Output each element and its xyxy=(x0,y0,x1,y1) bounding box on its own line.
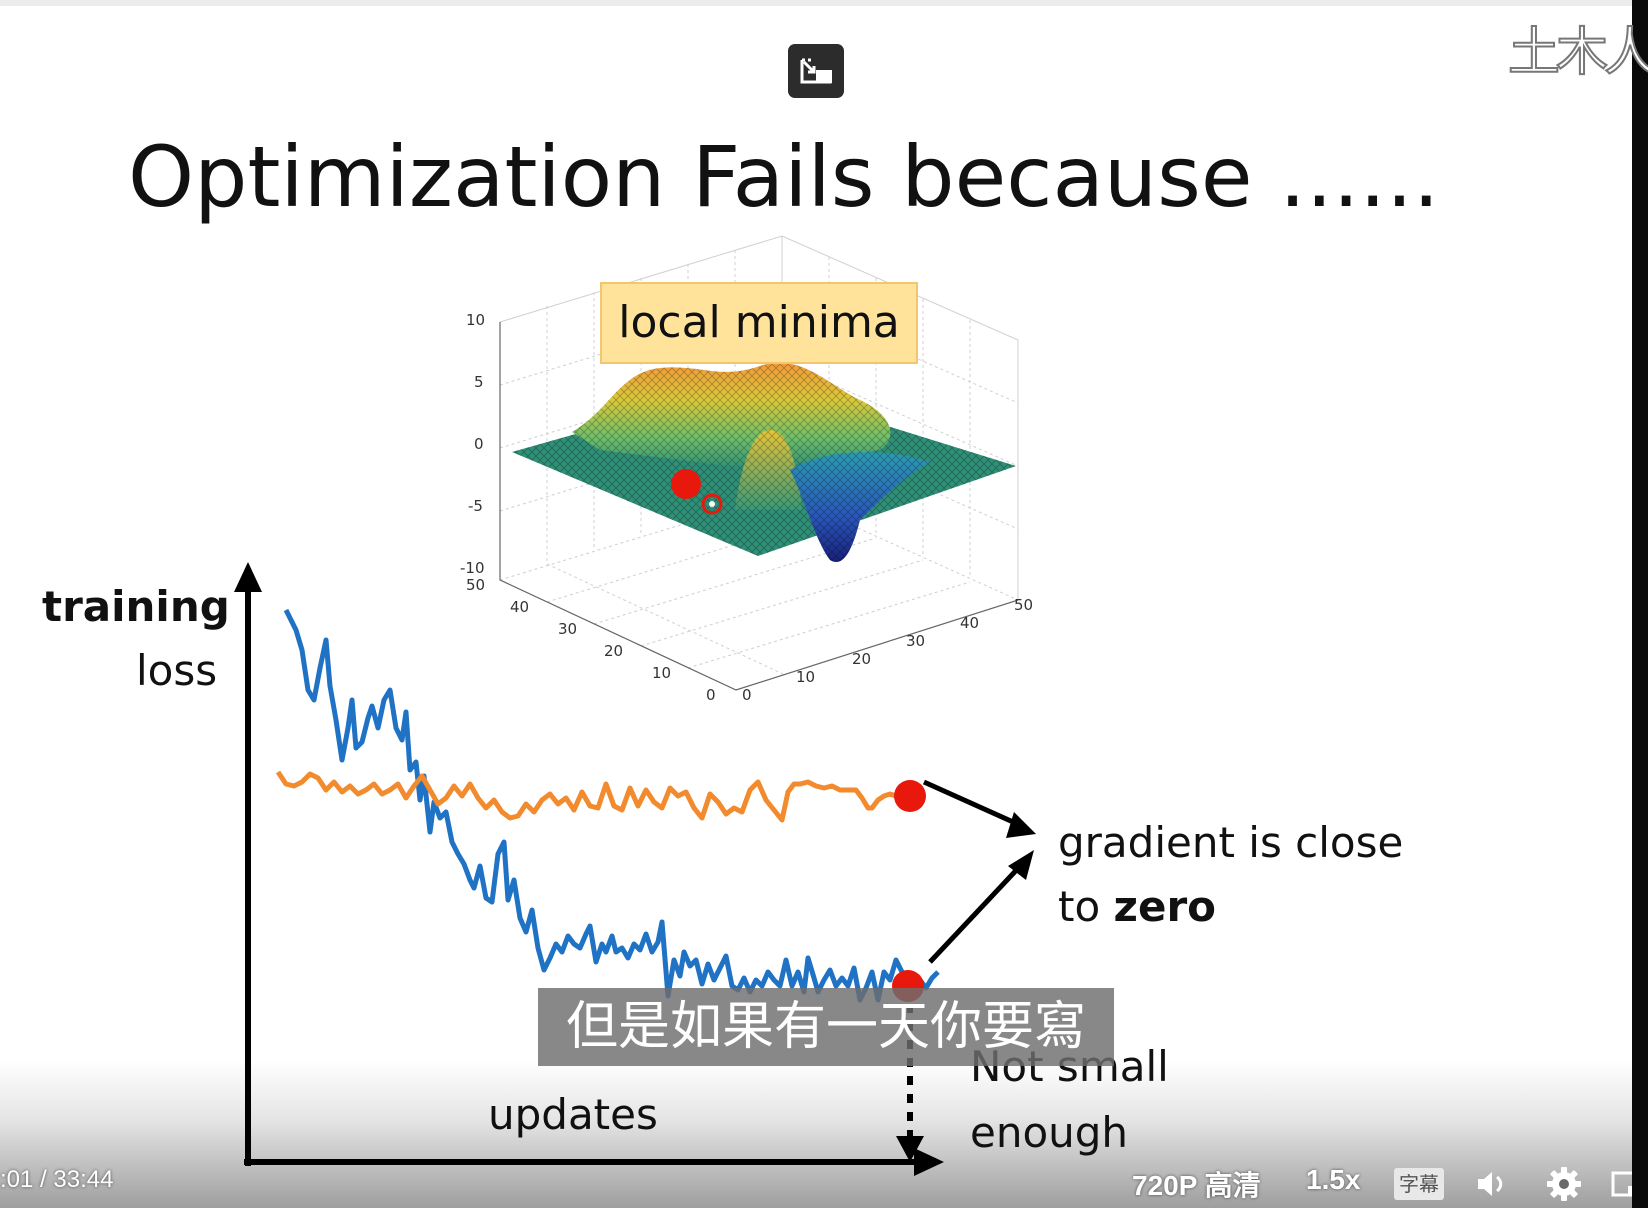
player-controls-gradient xyxy=(0,1060,1632,1208)
right-axis-tick: 0 xyxy=(742,686,752,704)
surface-plot-axis xyxy=(499,322,1019,691)
z-tick: 10 xyxy=(466,311,485,329)
gradient-annotation-line2: to zero xyxy=(1058,882,1216,931)
video-subtitle: 但是如果有一天你要寫 xyxy=(538,988,1114,1066)
gradient-annotation-zero: zero xyxy=(1113,882,1217,931)
captions-button[interactable]: 字幕 xyxy=(1394,1168,1444,1200)
right-axis-tick: 40 xyxy=(960,614,979,632)
quality-button[interactable]: 720P 高清 xyxy=(1132,1170,1261,1201)
time-display: :01 / 33:44 xyxy=(0,1166,113,1194)
gradient-annotation-line1: gradient is close xyxy=(1058,818,1404,867)
settings-gear-icon xyxy=(1547,1167,1581,1201)
volume-button[interactable] xyxy=(1474,1166,1510,1202)
surface-mesh xyxy=(512,362,1016,562)
fullscreen-icon xyxy=(1611,1171,1632,1197)
left-axis-tick: 30 xyxy=(558,620,577,638)
left-axis-tick: 40 xyxy=(510,598,529,616)
loss-curve-orange xyxy=(275,770,897,823)
pip-icon xyxy=(800,58,832,84)
surface-ticks: 10 5 0 -5 -10 50 40 30 20 10 0 0 10 20 3… xyxy=(460,311,1033,704)
z-tick: -5 xyxy=(468,497,483,515)
right-axis-tick: 10 xyxy=(796,668,815,686)
y-axis-label-training: training xyxy=(42,582,230,631)
z-tick: -10 xyxy=(460,559,485,577)
settings-button[interactable] xyxy=(1544,1164,1584,1204)
time-separator: / xyxy=(40,1166,47,1193)
channel-watermark: 土木人 xyxy=(1507,22,1648,84)
arrow-blue-to-label xyxy=(928,860,1026,964)
y-axis-label-loss: loss xyxy=(136,646,218,695)
left-axis-tick: 0 xyxy=(706,686,716,704)
left-axis-tick: 50 xyxy=(466,576,485,594)
arrow-orange-to-label xyxy=(922,779,1024,829)
x-axis-label: updates xyxy=(488,1090,658,1139)
volume-icon xyxy=(1478,1172,1503,1196)
top-border xyxy=(0,0,1648,6)
slide-title: Optimization Fails because ...... xyxy=(128,128,1440,226)
left-axis-tick: 10 xyxy=(652,664,671,682)
gradient-annotation-prefix: to xyxy=(1058,882,1114,931)
loss-curve-blue xyxy=(283,608,940,1003)
not-small-annotation-line2: enough xyxy=(970,1108,1129,1157)
z-tick: 5 xyxy=(474,373,484,391)
right-edge-bar xyxy=(1632,0,1648,1208)
right-axis-tick: 30 xyxy=(906,632,925,650)
z-tick: 0 xyxy=(474,435,484,453)
playback-speed-button[interactable]: 1.5x xyxy=(1306,1164,1361,1195)
local-minima-callout: local minima xyxy=(600,282,918,364)
time-total: 33:44 xyxy=(53,1166,114,1193)
surface-ball-marker xyxy=(671,469,701,499)
left-axis-tick: 20 xyxy=(604,642,623,660)
picture-in-picture-button[interactable] xyxy=(788,44,844,98)
right-axis-tick: 20 xyxy=(852,650,871,668)
right-axis-tick: 50 xyxy=(1014,596,1033,614)
loss-axes xyxy=(234,562,944,1176)
time-current: :01 xyxy=(0,1166,34,1193)
orange-end-marker xyxy=(894,780,926,812)
fullscreen-button[interactable] xyxy=(1610,1166,1632,1202)
